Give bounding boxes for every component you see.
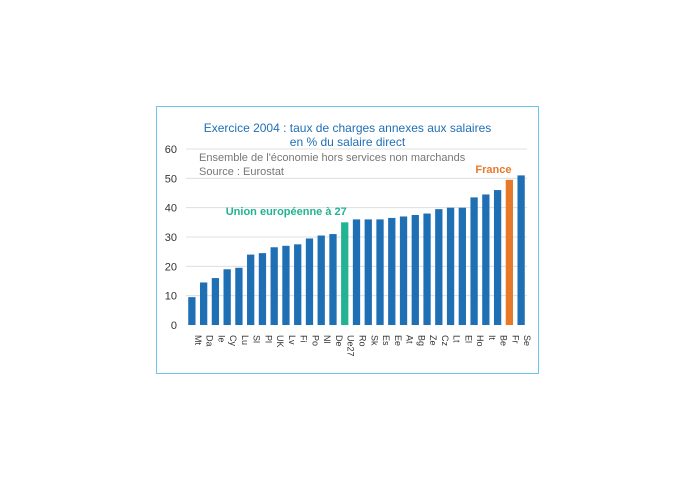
- x-tick-label: Ze: [428, 335, 438, 346]
- chart-title: Exercice 2004 : taux de charges annexes …: [203, 121, 492, 135]
- chart-source: Source : Eurostat: [199, 166, 284, 178]
- bar-bg: [411, 215, 419, 325]
- bar-sk: [364, 219, 372, 325]
- bar-se: [517, 175, 525, 325]
- y-tick-label: 10: [165, 291, 177, 303]
- x-tick-label: Cy: [228, 335, 238, 346]
- x-tick-label: It: [487, 335, 497, 341]
- bar-pl: [258, 253, 267, 325]
- x-tick-label: Fi: [299, 335, 309, 343]
- bar-uk: [270, 247, 278, 325]
- bar-lt: [446, 207, 455, 325]
- x-tick-label: Se: [522, 335, 532, 346]
- bar-ie: [211, 278, 220, 325]
- bar-be: [493, 190, 502, 325]
- bar-ee: [388, 217, 396, 325]
- x-tick-label: Sk: [369, 335, 379, 346]
- bar-el: [458, 207, 466, 325]
- bar-lv: [282, 245, 290, 325]
- bar-fr: [505, 179, 514, 325]
- x-tick-label: Cz: [440, 335, 450, 346]
- y-tick-label: 50: [165, 173, 177, 185]
- bar-es: [376, 219, 384, 325]
- bar-mt: [188, 297, 196, 325]
- y-axis-ticks: 0 10 20 30 40 50 60: [165, 144, 177, 332]
- x-tick-label: Lv: [287, 335, 297, 345]
- bar-at: [399, 216, 408, 325]
- x-tick-label: Be: [499, 335, 509, 346]
- bar-lu: [235, 267, 243, 325]
- x-tick-label: Lu: [240, 335, 250, 345]
- bar-cy: [223, 269, 231, 325]
- x-tick-label: At: [405, 335, 415, 344]
- bar-ue27: [341, 222, 349, 325]
- x-tick-label: Lt: [452, 335, 462, 343]
- x-tick-label: El: [463, 335, 473, 343]
- bar-da: [199, 282, 208, 325]
- x-tick-label: Bg: [416, 335, 426, 346]
- bar-fi: [294, 244, 302, 325]
- x-tick-label: Pl: [263, 335, 273, 343]
- y-tick-label: 30: [165, 232, 177, 244]
- x-tick-label: De: [334, 335, 344, 347]
- bar-ho: [470, 197, 478, 325]
- bar-nl: [317, 235, 325, 325]
- bar-cz: [435, 209, 443, 325]
- x-axis-ticks: Mt Da Ie Cy Lu Sl Pl UK Lv Fi Po Nl De Ue27 Ro Sk Es Ee At…: [193, 335, 532, 357]
- bar-sl: [247, 254, 255, 325]
- bar-it: [482, 194, 490, 325]
- x-tick-label: Da: [205, 335, 215, 347]
- x-tick-label: Fr: [510, 335, 520, 344]
- bar-series: [188, 175, 525, 325]
- annotation-france: France: [475, 163, 512, 176]
- y-tick-label: 0: [171, 320, 177, 332]
- chart-title-line2: en % du salaire direct: [289, 135, 406, 149]
- x-tick-label: Sl: [252, 335, 262, 343]
- x-tick-label: Nl: [322, 335, 332, 344]
- x-tick-label: Es: [381, 335, 391, 346]
- bar-chart: 0 10 20 30 40 50 60 Mt Da Ie Cy Lu Sl Pl UK Lv Fi Po Nl De…: [165, 144, 532, 357]
- bar-po: [305, 238, 314, 325]
- chart-subtitle: Ensemble de l'économie hors services non…: [199, 152, 466, 164]
- bar-ze: [423, 213, 431, 325]
- bar-ro: [352, 219, 361, 325]
- y-tick-label: 60: [165, 144, 177, 156]
- y-tick-label: 40: [165, 203, 177, 215]
- annotation-union-europeenne: Union européenne à 27: [225, 206, 347, 219]
- y-tick-label: 20: [165, 261, 177, 273]
- x-tick-label: Ie: [216, 335, 226, 343]
- x-tick-label: Po: [310, 335, 320, 346]
- x-tick-label: Ho: [475, 335, 485, 347]
- x-tick-label: Ue27: [346, 335, 356, 357]
- chart-figure: 0 10 20 30 40 50 60 Mt Da Ie Cy Lu Sl Pl UK Lv Fi Po Nl De…: [156, 106, 539, 374]
- x-tick-label: Ro: [358, 335, 368, 347]
- x-tick-label: Ee: [393, 335, 403, 346]
- x-tick-label: Mt: [193, 335, 203, 345]
- x-tick-label: UK: [275, 335, 285, 348]
- bar-de: [329, 234, 337, 325]
